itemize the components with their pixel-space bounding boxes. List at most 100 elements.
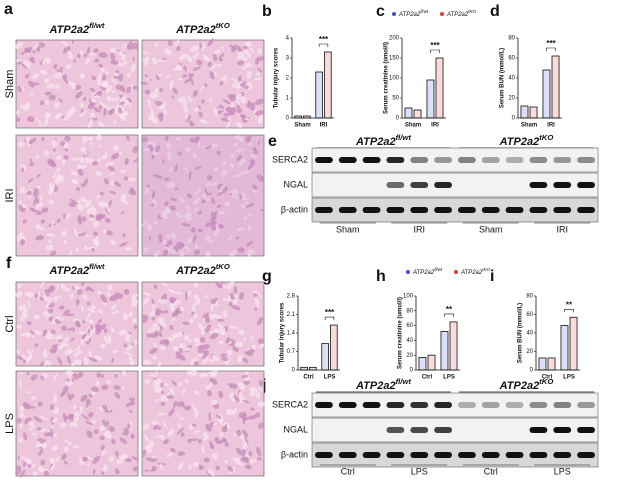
tubule (63, 154, 69, 160)
tubule (244, 41, 253, 47)
tubule (241, 449, 246, 457)
tubule (123, 288, 130, 295)
y-tick-label: 60 (526, 312, 533, 318)
tubule (142, 51, 150, 55)
band (410, 207, 429, 213)
tubule (177, 97, 182, 102)
band (505, 207, 524, 213)
tubule (124, 99, 129, 108)
tubule (43, 310, 49, 316)
tubule (98, 51, 108, 58)
tubule (129, 360, 135, 366)
tubule (235, 93, 243, 100)
legend-marker (406, 270, 410, 274)
tubule (227, 234, 233, 242)
legend-name: ATP2a2 (398, 12, 421, 18)
tubule (84, 421, 94, 425)
tubule (193, 337, 200, 343)
tubule (111, 304, 117, 310)
tubule (222, 310, 228, 318)
tubule (189, 357, 198, 366)
tubule (75, 248, 79, 252)
tubule (146, 184, 150, 188)
band (386, 182, 405, 188)
tubule (56, 69, 64, 73)
tubule (204, 324, 212, 333)
tubule (31, 349, 35, 352)
tubule (31, 335, 35, 339)
tubule (253, 150, 259, 155)
y-axis-label: Tubular injury scores (274, 47, 280, 108)
tubule (45, 314, 52, 319)
tubule (17, 85, 22, 93)
tubule (80, 282, 85, 286)
tubule (80, 305, 84, 312)
tubule (175, 137, 182, 141)
blot-group-label: Sham (336, 224, 360, 234)
tubule (59, 66, 64, 71)
tubule (167, 428, 175, 437)
y-axis-label: Serum BUN (mmol/L) (500, 48, 506, 108)
y-tick-label: 0 (292, 368, 296, 374)
band (529, 427, 548, 433)
tubule (166, 182, 175, 188)
tubule (64, 337, 69, 343)
tubule (167, 288, 176, 294)
tubule (45, 100, 49, 106)
tubule (64, 439, 69, 444)
tubule (151, 420, 160, 426)
tubule (217, 318, 225, 323)
panel-label: i (490, 268, 494, 285)
tubule (242, 400, 250, 404)
tubule (197, 105, 201, 109)
tubule (44, 57, 51, 64)
tubule (240, 434, 245, 440)
tubule (197, 211, 203, 215)
tubule (99, 191, 104, 196)
tubule (141, 316, 149, 324)
tubule (110, 326, 115, 333)
tubule (128, 311, 133, 318)
tubule (236, 105, 240, 109)
tubule (50, 250, 57, 257)
histology-image (15, 281, 139, 367)
tubule (37, 438, 44, 442)
tubule (76, 359, 83, 366)
tubule (186, 114, 192, 123)
tubule (180, 342, 187, 349)
blot-group-label: Ctrl (484, 466, 498, 476)
tubule (174, 39, 180, 47)
tubule (229, 325, 239, 330)
tubule (126, 72, 132, 78)
tubule (211, 143, 215, 149)
tubule (204, 294, 209, 299)
tubule (95, 214, 103, 221)
tubule (132, 47, 138, 50)
histology-image (140, 134, 265, 259)
tubule (54, 84, 61, 89)
tubule (107, 406, 111, 412)
tubule (219, 80, 224, 86)
tubule (146, 76, 151, 80)
blot-row-label: SERCA2 (272, 154, 308, 164)
tubule (241, 429, 249, 438)
significance-label: *** (325, 308, 335, 317)
tubule (108, 380, 112, 385)
tubule (119, 101, 125, 105)
tubule (193, 294, 201, 303)
tubule (189, 137, 195, 143)
tubule (28, 425, 35, 432)
bar (569, 316, 578, 371)
tubule (89, 320, 94, 324)
genotype-sup: tKO (216, 262, 230, 271)
band (434, 157, 452, 163)
tubule (233, 395, 240, 403)
tubule (131, 299, 139, 303)
tubule (98, 309, 104, 314)
tubule (157, 112, 165, 119)
tubule (27, 300, 31, 309)
tubule (187, 338, 192, 342)
tubule (53, 394, 57, 404)
tubule (250, 335, 254, 340)
tubule (74, 346, 81, 352)
